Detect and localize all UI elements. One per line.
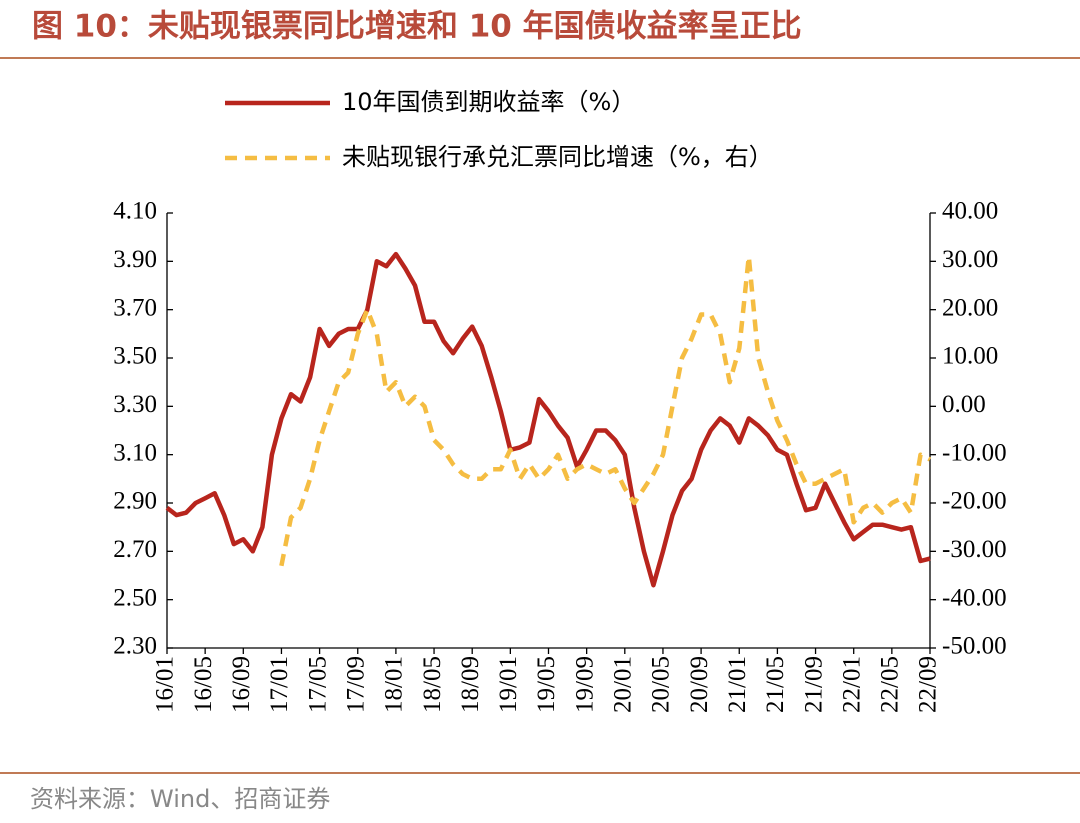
y2-tick-label: -40.00 (942, 584, 1007, 611)
y2-tick-label: 40.00 (942, 198, 998, 225)
y2-tick-label: 20.00 (942, 294, 998, 321)
x-tick-label: 22/05 (877, 656, 904, 713)
x-tick-label: 20/09 (686, 656, 713, 713)
x-tick-label: 21/05 (762, 656, 789, 713)
x-tick-label: 18/09 (457, 656, 484, 713)
x-tick-label: 20/01 (610, 656, 637, 713)
y-tick-label: 2.90 (113, 488, 157, 515)
series-line (279, 254, 932, 567)
y2-tick-label: -20.00 (942, 488, 1007, 515)
x-tick-label: 16/05 (190, 656, 217, 713)
x-tick-label: 21/09 (800, 656, 827, 713)
y-tick-label: 3.50 (113, 343, 157, 370)
y2-tick-label: 10.00 (942, 343, 998, 370)
x-tick-label: 18/01 (381, 656, 408, 713)
x-tick-label: 22/09 (915, 656, 942, 713)
legend-label: 10年国债到期收益率（%） (342, 88, 635, 116)
x-tick-label: 20/05 (648, 656, 675, 713)
x-tick-label: 19/09 (571, 656, 598, 713)
legend-label: 未贴现银行承兑汇票同比增速（%，右） (342, 143, 773, 171)
x-tick-label: 22/01 (838, 656, 865, 713)
y2-tick-label: 0.00 (942, 391, 986, 418)
x-tick-label: 19/05 (533, 656, 560, 713)
x-tick-label: 16/09 (228, 656, 255, 713)
y-tick-label: 3.30 (113, 391, 157, 418)
y2-tick-label: -30.00 (942, 536, 1007, 563)
x-tick-label: 18/05 (419, 656, 446, 713)
source: 资料来源：Wind、招商证券 (30, 785, 330, 813)
y2-tick-label: -10.00 (942, 439, 1007, 466)
y-tick-label: 2.50 (113, 584, 157, 611)
y-tick-label: 2.70 (113, 536, 157, 563)
y2-tick-label: 30.00 (942, 246, 998, 273)
x-tick-label: 17/05 (304, 656, 331, 713)
y2-tick-label: -50.00 (942, 633, 1007, 660)
y-tick-label: 4.10 (113, 198, 157, 225)
x-tick-label: 17/09 (342, 656, 369, 713)
series-line (165, 251, 931, 588)
x-tick-label: 17/01 (266, 656, 293, 713)
x-tick-label: 19/01 (495, 656, 522, 713)
y-tick-label: 3.90 (113, 246, 157, 273)
y-tick-label: 2.30 (113, 633, 157, 660)
y-tick-label: 3.10 (113, 439, 157, 466)
x-tick-label: 16/01 (152, 656, 179, 713)
chart-title: 图 10：未贴现银票同比增速和 10 年国债收益率呈正比 (32, 9, 802, 45)
y-tick-label: 3.70 (113, 294, 157, 321)
x-tick-label: 21/01 (724, 656, 751, 713)
